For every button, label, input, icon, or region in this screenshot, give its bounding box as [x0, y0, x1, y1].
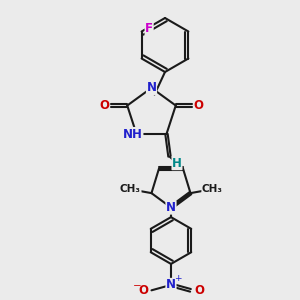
Text: O: O	[194, 99, 204, 112]
Text: O: O	[138, 284, 148, 297]
Text: +: +	[174, 274, 181, 283]
Text: N: N	[146, 81, 157, 94]
Text: F: F	[145, 22, 153, 35]
Text: CH₃: CH₃	[202, 184, 223, 194]
Text: NH: NH	[123, 128, 143, 140]
Text: O: O	[194, 284, 204, 297]
Text: −: −	[133, 280, 142, 290]
Text: N: N	[166, 278, 176, 291]
Text: N: N	[166, 201, 176, 214]
Text: H: H	[172, 157, 182, 169]
Text: CH₃: CH₃	[120, 184, 141, 194]
Text: O: O	[99, 99, 109, 112]
